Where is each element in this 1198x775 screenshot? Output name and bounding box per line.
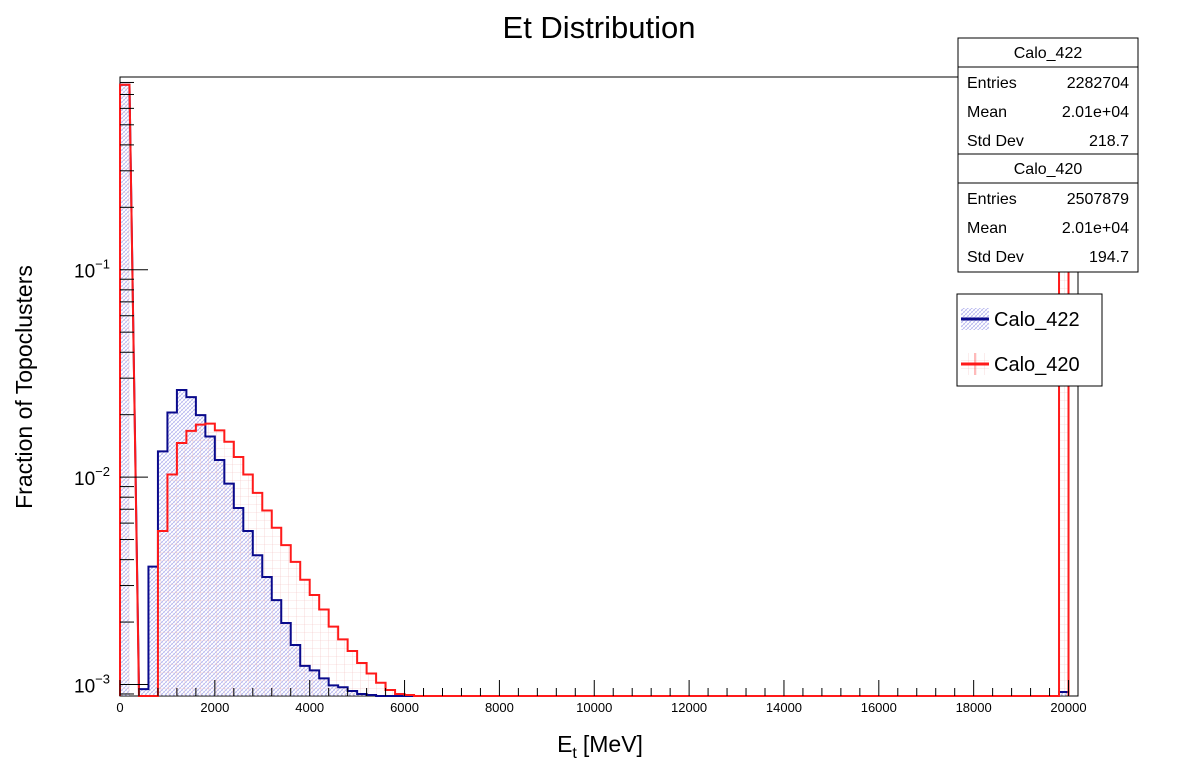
x-tick-label: 2000 [200,700,229,715]
bin-fill-calo-420 [158,531,167,696]
bin-fill-calo-420 [215,430,224,696]
y-tick-label: 10−1 [74,257,110,283]
legend: Calo_422 Calo_420 [957,294,1102,386]
stats-key: Std Dev [967,133,1024,150]
bin-fill-calo-420 [167,474,176,696]
y-tick-exponent: −1 [95,257,110,272]
x-axis-label: Et [MeV] [557,731,643,762]
y-tick-label: 10−3 [74,671,110,697]
stats-key: Entries [967,75,1017,92]
stats-key: Std Dev [967,249,1024,266]
bin-fill-calo-420 [224,442,233,696]
y-tick-exponent: −3 [95,671,110,686]
x-axis-label-subscript: t [572,745,577,762]
bin-fill-calo-420 [205,424,214,696]
bin-fill-calo-420 [367,673,376,696]
stats-boxes: Calo_422 Entries 2282704 Mean 2.01e+04 Std De… [958,38,1138,272]
chart-title: Et Distribution [503,10,696,45]
bin-fill-calo-420 [243,474,252,696]
bin-fill-calo-420 [310,595,319,696]
bin-fill-calo-420 [376,683,385,696]
x-tick-label: 8000 [485,700,514,715]
stats-value: 2507879 [1067,191,1129,208]
bin-fill-calo-420 [291,562,300,696]
y-tick-base: 10 [74,469,95,490]
x-axis-label-unit: [MeV] [583,731,643,757]
bin-fill-calo-420 [357,663,366,696]
bin-fill-calo-420 [300,580,309,696]
y-axis-label: Fraction of Topoclusters [11,265,37,509]
bin-fill-calo-420 [348,651,357,696]
stats-value: 218.7 [1089,133,1129,150]
x-tick-label: 6000 [390,700,419,715]
stats-value: 194.7 [1089,249,1129,266]
histogram-fills [120,85,1069,696]
bin-fill-calo-420 [281,545,290,696]
x-tick-label: 20000 [1050,700,1086,715]
y-tick-base: 10 [74,676,95,697]
stats-value: 2.01e+04 [1062,104,1129,121]
stats-value: 2282704 [1067,75,1129,92]
y-tick-exponent: −2 [95,464,110,479]
y-tick-base: 10 [74,262,95,283]
legend-label: Calo_422 [994,309,1080,331]
x-tick-label: 12000 [671,700,707,715]
bin-fill-calo-420 [120,85,129,696]
stats-key: Mean [967,104,1007,121]
y-tick-label: 10−2 [74,464,110,490]
stats-box-title: Calo_420 [1014,161,1083,178]
x-axis-label-main: E [557,731,572,757]
bin-fill-calo-420 [272,528,281,696]
x-tick-label: 16000 [861,700,897,715]
bin-fill-calo-420 [262,511,271,696]
bin-fill-calo-422 [139,689,148,696]
stats-value: 2.01e+04 [1062,220,1129,237]
bin-fill-calo-422 [148,567,157,696]
bin-fill-calo-420 [196,425,205,696]
x-tick-label: 0 [116,700,123,715]
bin-fill-calo-420 [319,609,328,696]
x-tick-label: 18000 [956,700,992,715]
legend-label: Calo_420 [994,354,1080,376]
stats-box-title: Calo_422 [1014,45,1083,62]
bin-fill-calo-420 [253,493,262,696]
bin-fill-calo-420 [186,431,195,696]
bin-fill-calo-420 [177,443,186,696]
x-tick-label: 4000 [295,700,324,715]
stats-key: Entries [967,191,1017,208]
bin-fill-calo-420 [234,457,243,696]
x-tick-label: 14000 [766,700,802,715]
x-tick-label: 10000 [576,700,612,715]
stats-key: Mean [967,220,1007,237]
